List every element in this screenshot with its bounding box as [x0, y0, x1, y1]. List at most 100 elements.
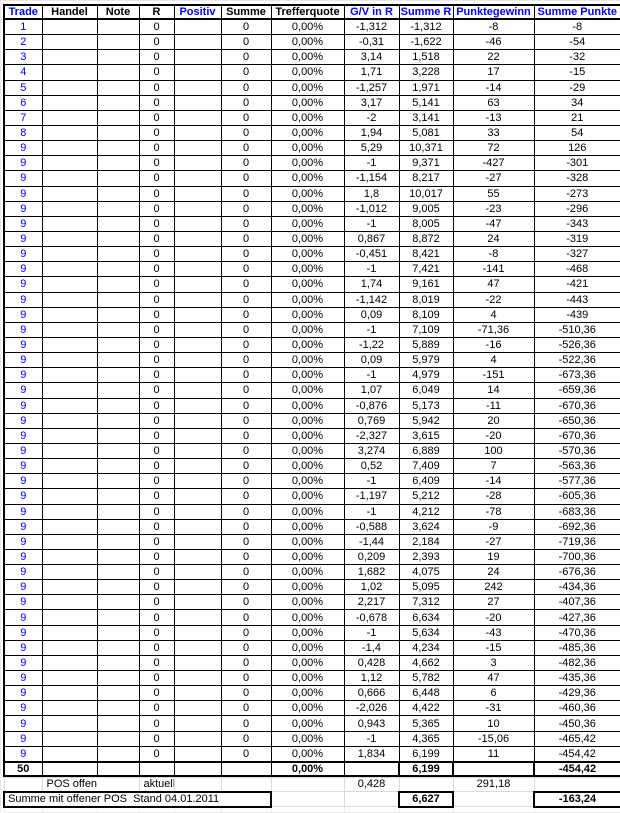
cell-positiv[interactable] — [173, 109, 222, 126]
cell-summe-r[interactable]: 1,518 — [398, 49, 454, 66]
cell-summe-punkte[interactable]: 34 — [533, 94, 620, 111]
cell-punktegewinn[interactable]: -71,36 — [452, 321, 535, 338]
cell-gv-in-r[interactable]: 0,428 — [343, 776, 400, 793]
cell-r[interactable]: 0 — [138, 473, 175, 490]
cell-trade[interactable]: 9 — [3, 427, 43, 444]
cell-r[interactable]: 0 — [138, 564, 175, 581]
cell-punktegewinn[interactable]: -11 — [452, 397, 535, 414]
cell-note[interactable] — [96, 140, 140, 157]
cell-trade[interactable]: 9 — [3, 745, 43, 763]
cell-r[interactable]: 0 — [138, 670, 175, 687]
cell-summe-punkte[interactable]: -670,36 — [533, 397, 620, 414]
cell-summe-punkte[interactable]: 21 — [533, 109, 620, 126]
cell-trade[interactable]: 1 — [3, 18, 43, 36]
cell-positiv[interactable] — [173, 170, 222, 187]
column-header-trefferquote[interactable]: Trefferquote — [270, 4, 345, 20]
cell-trade[interactable] — [3, 776, 43, 793]
cell-r[interactable]: 0 — [138, 79, 175, 96]
cell-gv-in-r[interactable]: 1,8 — [343, 185, 400, 202]
summary-cell-summe[interactable] — [220, 760, 272, 777]
cell-summe[interactable]: 0 — [220, 518, 272, 535]
cell-note[interactable] — [96, 215, 140, 232]
cell-note[interactable] — [96, 745, 140, 763]
cell-summe-punkte[interactable]: -577,36 — [533, 473, 620, 490]
cell-trefferquote[interactable]: 0,00% — [270, 654, 345, 672]
cell-gv-in-r[interactable]: -1,4 — [343, 639, 400, 656]
cell-gv-in-r[interactable]: 0,867 — [343, 230, 400, 248]
cell-positiv[interactable] — [173, 730, 222, 747]
cell-handel[interactable] — [41, 109, 98, 126]
cell-summe-r[interactable]: 7,312 — [398, 594, 454, 611]
cell-punktegewinn[interactable]: -47 — [452, 215, 535, 232]
cell-note[interactable] — [96, 34, 140, 51]
cell-summe[interactable]: 0 — [220, 654, 272, 672]
cell-summe[interactable]: 0 — [220, 321, 272, 338]
cell-r[interactable]: 0 — [138, 730, 175, 747]
cell-summe[interactable]: 0 — [220, 109, 272, 126]
cell-trefferquote[interactable]: 0,00% — [270, 140, 345, 157]
cell-handel[interactable] — [41, 34, 98, 51]
cell-gv-in-r[interactable]: 0,428 — [343, 654, 400, 672]
cell-positiv[interactable] — [173, 18, 222, 36]
cell-positiv[interactable] — [173, 533, 222, 550]
cell-positiv[interactable] — [173, 230, 222, 248]
cell-positiv[interactable] — [173, 352, 222, 369]
cell-trade[interactable]: 9 — [3, 609, 43, 626]
cell-handel[interactable] — [41, 382, 98, 399]
cell-gv-in-r[interactable]: 3,14 — [343, 49, 400, 66]
cell-positiv[interactable] — [173, 140, 222, 157]
cell-punktegewinn[interactable]: 291,18 — [452, 776, 535, 793]
cell-gv-in-r[interactable]: -1 — [343, 730, 400, 747]
cell-positiv[interactable] — [173, 564, 222, 581]
cell-summe[interactable]: 0 — [220, 473, 272, 490]
cell-note[interactable] — [96, 579, 140, 596]
cell-summe-punkte[interactable]: -319 — [533, 230, 620, 248]
cell-r[interactable]: 0 — [138, 639, 175, 656]
cell-positiv[interactable] — [173, 382, 222, 399]
cell-summe-r[interactable]: 5,095 — [398, 579, 454, 596]
cell-note[interactable] — [96, 200, 140, 217]
cell-positiv[interactable] — [173, 700, 222, 717]
cell-note[interactable] — [96, 412, 140, 429]
cell-trefferquote[interactable]: 0,00% — [270, 49, 345, 66]
cell-summe-r[interactable]: 1,971 — [398, 79, 454, 96]
cell-r[interactable]: 0 — [138, 624, 175, 641]
cell-handel[interactable] — [41, 200, 98, 217]
cell-summe-r[interactable]: -1,622 — [398, 34, 454, 51]
cell-positiv[interactable] — [173, 34, 222, 51]
cell-gv-in-r[interactable]: 1,07 — [343, 382, 400, 399]
cell-r[interactable]: 0 — [138, 321, 175, 338]
cell-trefferquote[interactable]: 0,00% — [270, 715, 345, 732]
cell-note[interactable] — [96, 654, 140, 672]
column-header-trade[interactable]: Trade — [3, 4, 43, 20]
cell-summe[interactable]: 0 — [220, 336, 272, 354]
cell-punktegewinn[interactable]: 7 — [452, 458, 535, 475]
column-header-r[interactable]: R — [138, 4, 175, 20]
cell-trade[interactable]: 9 — [3, 230, 43, 248]
cell-summe[interactable]: 0 — [220, 49, 272, 66]
cell-handel[interactable] — [41, 336, 98, 354]
cell-note[interactable] — [96, 427, 140, 444]
cell-positiv[interactable] — [173, 488, 222, 505]
cell-trefferquote[interactable]: 0,00% — [270, 200, 345, 217]
cell-trefferquote[interactable]: 0,00% — [270, 215, 345, 232]
cell-summe[interactable]: 0 — [220, 533, 272, 550]
cell-trefferquote[interactable]: 0,00% — [270, 488, 345, 505]
cell-r[interactable]: 0 — [138, 291, 175, 308]
cell-r[interactable]: 0 — [138, 34, 175, 51]
cell-punktegewinn[interactable]: 47 — [452, 670, 535, 687]
cell-punktegewinn[interactable]: 11 — [452, 745, 535, 763]
cell-trefferquote[interactable]: 0,00% — [270, 503, 345, 520]
cell-trefferquote[interactable]: 0,00% — [270, 700, 345, 717]
cell-positiv[interactable] — [173, 427, 222, 444]
cell-punktegewinn[interactable]: 14 — [452, 382, 535, 399]
cell-handel[interactable] — [41, 624, 98, 641]
cell-summe-r[interactable]: 6,199 — [398, 745, 454, 763]
cell-note[interactable] — [96, 352, 140, 369]
cell-trade[interactable]: 9 — [3, 215, 43, 232]
cell-r[interactable]: 0 — [138, 609, 175, 626]
cell-trefferquote[interactable]: 0,00% — [270, 109, 345, 126]
cell-trefferquote[interactable]: 0,00% — [270, 246, 345, 263]
cell-gv-in-r[interactable]: -1 — [343, 624, 400, 641]
cell-summe-r[interactable]: 4,365 — [398, 730, 454, 747]
